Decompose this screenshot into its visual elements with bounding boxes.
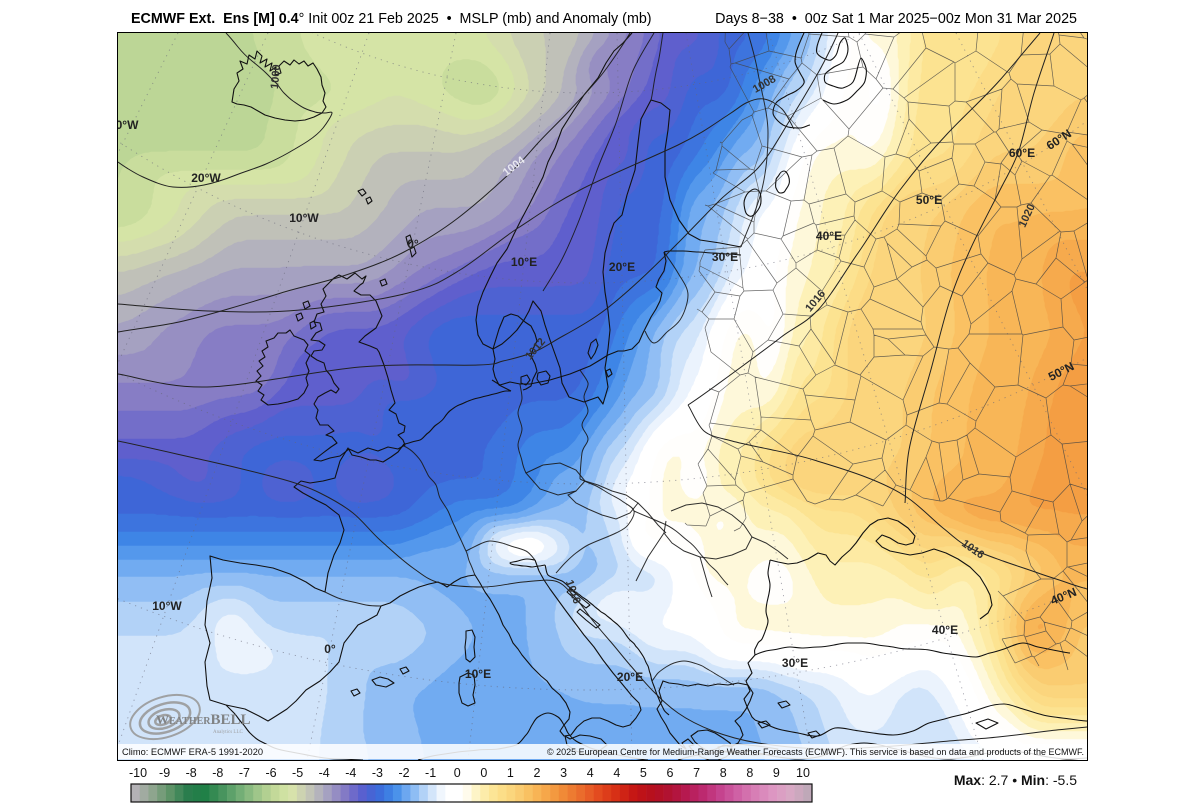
svg-text:-5: -5 — [292, 766, 303, 780]
svg-text:0: 0 — [454, 766, 461, 780]
svg-text:4: 4 — [587, 766, 594, 780]
svg-text:10°W: 10°W — [152, 599, 182, 613]
svg-text:8: 8 — [720, 766, 727, 780]
svg-text:40°E: 40°E — [932, 623, 958, 637]
svg-text:4: 4 — [613, 766, 620, 780]
svg-text:Analytics LLC: Analytics LLC — [213, 730, 244, 735]
svg-text:0: 0 — [480, 766, 487, 780]
svg-text:0°W: 0°W — [118, 118, 139, 132]
svg-text:9: 9 — [773, 766, 780, 780]
svg-text:0°: 0° — [407, 237, 419, 251]
svg-text:-7: -7 — [239, 766, 250, 780]
svg-text:WEATHERBELL: WEATHERBELL — [156, 712, 251, 728]
svg-text:20°E: 20°E — [617, 670, 643, 684]
svg-text:10°W: 10°W — [289, 211, 319, 225]
svg-text:50°E: 50°E — [916, 193, 942, 207]
svg-text:10°E: 10°E — [465, 667, 491, 681]
svg-text:-4: -4 — [345, 766, 356, 780]
svg-text:-2: -2 — [398, 766, 409, 780]
svg-text:40°E: 40°E — [816, 229, 842, 243]
svg-text:-6: -6 — [265, 766, 276, 780]
svg-text:1000: 1000 — [269, 64, 283, 89]
svg-text:30°E: 30°E — [782, 656, 808, 670]
svg-text:30°E: 30°E — [712, 250, 738, 264]
svg-text:-1: -1 — [425, 766, 436, 780]
svg-text:-3: -3 — [372, 766, 383, 780]
svg-text:2: 2 — [534, 766, 541, 780]
svg-text:-4: -4 — [319, 766, 330, 780]
svg-text:-10: -10 — [129, 766, 147, 780]
svg-text:20°E: 20°E — [609, 260, 635, 274]
svg-text:1: 1 — [507, 766, 514, 780]
svg-text:5: 5 — [640, 766, 647, 780]
svg-text:8: 8 — [746, 766, 753, 780]
svg-text:7: 7 — [693, 766, 700, 780]
svg-text:3: 3 — [560, 766, 567, 780]
svg-text:10°E: 10°E — [511, 255, 537, 269]
svg-text:0°: 0° — [324, 642, 336, 656]
svg-text:60°E: 60°E — [1009, 146, 1035, 160]
svg-text:10: 10 — [796, 766, 810, 780]
svg-text:6: 6 — [667, 766, 674, 780]
svg-text:Max: 2.7 • Min: -5.5: Max: 2.7 • Min: -5.5 — [954, 772, 1077, 788]
svg-text:-8: -8 — [186, 766, 197, 780]
svg-text:-9: -9 — [159, 766, 170, 780]
svg-text:Climo: ECMWF ERA-5 1991-2020: Climo: ECMWF ERA-5 1991-2020 — [122, 747, 263, 757]
svg-text:© 2025 European Centre for Med: © 2025 European Centre for Medium-Range … — [547, 747, 1084, 757]
svg-text:20°W: 20°W — [191, 171, 221, 185]
svg-text:-8: -8 — [212, 766, 223, 780]
